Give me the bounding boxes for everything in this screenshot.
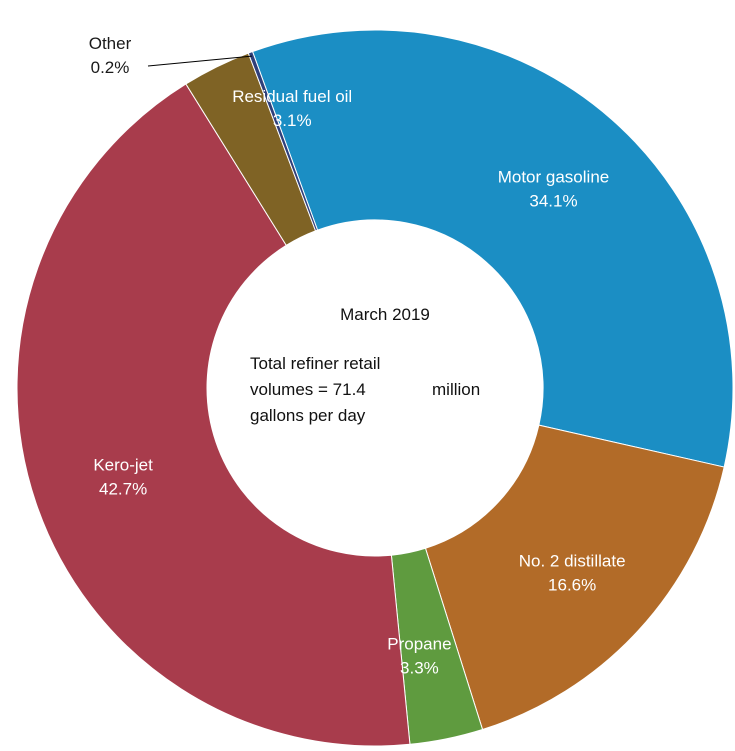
center-line-3: gallons per day	[250, 406, 366, 425]
center-title: March 2019	[340, 305, 430, 324]
value-label-residual-fuel-oil: 3.1%	[273, 111, 312, 130]
label-other: Other	[89, 34, 132, 53]
value-label-motor-gasoline: 34.1%	[529, 191, 577, 210]
value-label-no-2-distillate: 16.6%	[548, 576, 596, 595]
leader-line-other	[147, 55, 252, 67]
label-propane: Propane	[387, 634, 451, 653]
center-line-2-value: volumes = 71.4	[250, 380, 366, 399]
label-residual-fuel-oil: Residual fuel oil	[232, 87, 352, 106]
donut-slices	[16, 29, 734, 747]
center-line-2-unit: million	[432, 380, 480, 399]
slice-other	[247, 50, 319, 232]
value-label-propane: 3.3%	[400, 658, 439, 677]
slice-motor-gasoline	[251, 29, 734, 468]
label-kero-jet: Kero-jet	[93, 455, 153, 474]
value-label-other: 0.2%	[91, 58, 130, 77]
slice-no-2-distillate	[424, 424, 725, 731]
slice-kero-jet	[16, 83, 411, 747]
value-label-kero-jet: 42.7%	[99, 479, 147, 498]
label-no-2-distillate: No. 2 distillate	[519, 552, 626, 571]
center-line-1: Total refiner retail	[250, 354, 380, 373]
slice-labels: Motor gasoline 34.1% No. 2 distillate 16.6%…	[89, 34, 626, 677]
label-motor-gasoline: Motor gasoline	[498, 167, 610, 186]
